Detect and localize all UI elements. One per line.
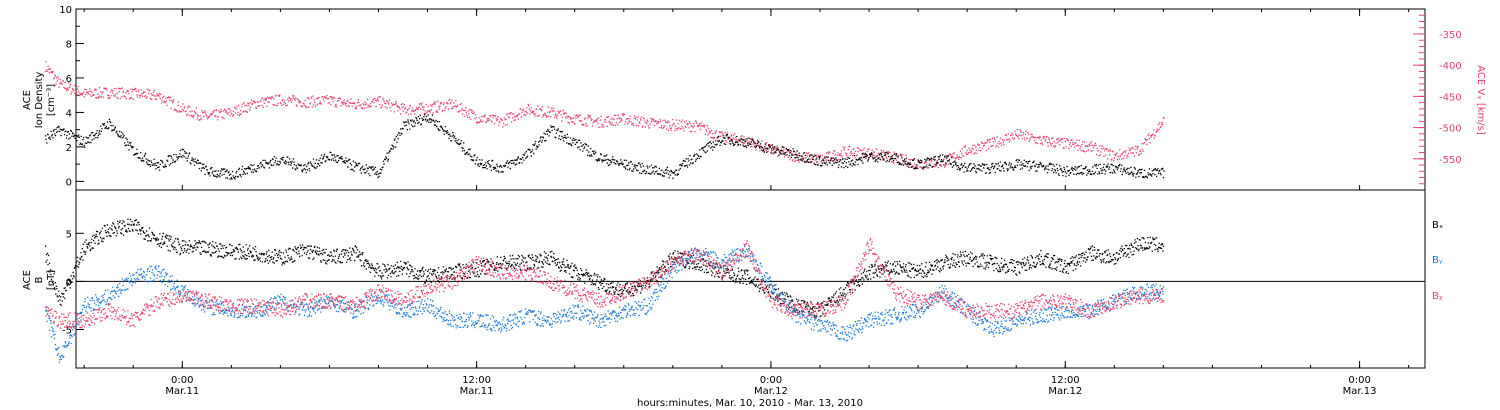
top-right-ylabel: ACE Vₓ [km/s] [1475,65,1486,135]
x-tick-label-4: 0:00 [1348,375,1370,386]
b-series-By-points [44,243,1165,363]
top-y-tick-label-1: 2 [66,143,72,154]
right-y-tick-label-0: -350 [1439,30,1462,41]
top-y-tick-label-4: 8 [66,39,72,50]
x-tick-sublabel-1: Mar.11 [460,386,494,397]
right-y-tick-label-3: -500 [1439,124,1462,135]
top-ylabel-ion-density: Ion Density [34,72,45,129]
right-y-tick-label-1: -400 [1439,61,1462,72]
bottom-panel-frame [75,189,1426,369]
x-tick-label-3: 12:00 [1051,375,1080,386]
x-tick-sublabel-2: Mar.12 [754,386,788,397]
x-tick-sublabel-0: Mar.11 [165,386,199,397]
top-ylabel-unit: [cm⁻³] [46,84,57,116]
chart-marks: 0:00Mar.1112:00Mar.110:00Mar.1212:00Mar.… [44,5,1462,397]
vx-series-points [44,61,1165,170]
legend-bz: Bᵪ [1432,291,1443,302]
x-tick-label-2: 0:00 [760,375,782,386]
legend-by: Bᵧ [1432,255,1443,266]
top-ylabel-ace: ACE [22,90,33,110]
legend-bx: Bₓ [1432,220,1443,231]
x-tick-sublabel-4: Mar.13 [1343,386,1377,397]
x-tick-label-0: 0:00 [171,375,193,386]
bottom-ylabel-b: B [34,276,45,283]
right-y-tick-label-4: -550 [1439,155,1462,166]
x-axis-title: hours:minutes, Mar. 10, 2010 - Mar. 13, … [637,398,863,409]
top-y-tick-label-3: 6 [66,74,72,85]
x-tick-sublabel-3: Mar.12 [1048,386,1082,397]
bottom-ylabel-ace: ACE [22,270,33,290]
bottom-y-tick-label-0: -5 [62,326,72,337]
top-y-tick-label-5: 10 [59,5,72,16]
b-series-Bz-points [44,238,1165,329]
b-series-Bx-points [44,218,1165,318]
top-panel-frame [75,8,1426,191]
x-tick-label-1: 12:00 [462,375,491,386]
right-y-tick-label-2: -450 [1439,92,1462,103]
bottom-y-tick-label-1: 0 [66,277,72,288]
top-y-tick-label-0: 0 [66,177,72,188]
bottom-y-tick-label-2: 5 [66,229,72,240]
top-y-tick-label-2: 4 [66,108,72,119]
density-series-points [44,114,1165,180]
